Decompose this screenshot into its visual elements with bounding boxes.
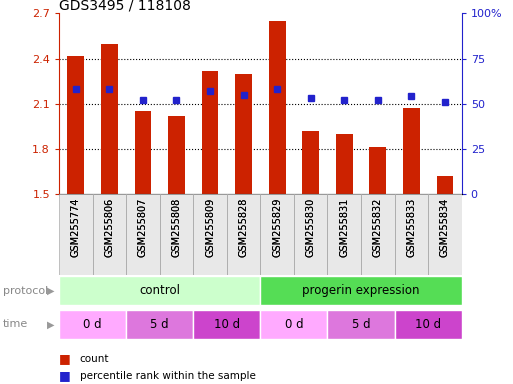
Text: GSM255830: GSM255830 — [306, 198, 315, 257]
Bar — [202, 71, 219, 194]
Text: GSM255831: GSM255831 — [339, 198, 349, 257]
Bar — [437, 176, 453, 194]
Text: GSM255831: GSM255831 — [339, 198, 349, 257]
FancyBboxPatch shape — [394, 310, 462, 339]
Text: GSM255829: GSM255829 — [272, 198, 282, 257]
Text: GSM255832: GSM255832 — [373, 198, 383, 257]
Text: GSM255807: GSM255807 — [138, 198, 148, 257]
Text: 10 d: 10 d — [415, 318, 441, 331]
FancyBboxPatch shape — [260, 276, 462, 305]
FancyBboxPatch shape — [193, 310, 260, 339]
FancyBboxPatch shape — [59, 310, 126, 339]
Text: ■: ■ — [59, 353, 71, 366]
Bar — [269, 21, 286, 194]
Text: GSM255834: GSM255834 — [440, 198, 450, 257]
Text: GSM255808: GSM255808 — [171, 198, 182, 257]
Text: protocol: protocol — [3, 286, 48, 296]
Text: GSM255806: GSM255806 — [104, 198, 114, 257]
FancyBboxPatch shape — [126, 310, 193, 339]
Text: GSM255809: GSM255809 — [205, 198, 215, 257]
Text: ▶: ▶ — [47, 319, 55, 329]
Bar — [168, 116, 185, 194]
Text: GSM255832: GSM255832 — [373, 198, 383, 257]
Text: 5 d: 5 d — [150, 318, 169, 331]
FancyBboxPatch shape — [59, 276, 260, 305]
Bar — [67, 56, 84, 194]
Text: GSM255833: GSM255833 — [406, 198, 417, 257]
Bar — [369, 147, 386, 194]
Bar — [134, 111, 151, 194]
Text: GSM255809: GSM255809 — [205, 198, 215, 257]
FancyBboxPatch shape — [59, 194, 462, 275]
Text: GSM255833: GSM255833 — [406, 198, 417, 257]
Text: control: control — [139, 285, 180, 297]
Text: ▶: ▶ — [47, 286, 55, 296]
Text: GSM255828: GSM255828 — [239, 198, 249, 257]
FancyBboxPatch shape — [260, 310, 327, 339]
Text: 10 d: 10 d — [214, 318, 240, 331]
Text: progerin expression: progerin expression — [302, 285, 420, 297]
Bar — [403, 108, 420, 194]
Text: GSM255834: GSM255834 — [440, 198, 450, 257]
FancyBboxPatch shape — [327, 310, 394, 339]
Text: GSM255828: GSM255828 — [239, 198, 249, 257]
Text: 5 d: 5 d — [352, 318, 370, 331]
Text: GSM255774: GSM255774 — [71, 198, 81, 257]
Text: 0 d: 0 d — [285, 318, 303, 331]
Text: percentile rank within the sample: percentile rank within the sample — [80, 371, 255, 381]
Bar — [302, 131, 319, 194]
Text: GSM255808: GSM255808 — [171, 198, 182, 257]
Text: GSM255829: GSM255829 — [272, 198, 282, 257]
Text: GSM255830: GSM255830 — [306, 198, 315, 257]
Bar — [235, 74, 252, 194]
Bar — [101, 43, 117, 194]
Text: count: count — [80, 354, 109, 364]
Text: ■: ■ — [59, 369, 71, 382]
Text: GSM255774: GSM255774 — [71, 198, 81, 257]
Text: GSM255807: GSM255807 — [138, 198, 148, 257]
Text: 0 d: 0 d — [83, 318, 102, 331]
Bar — [336, 134, 352, 194]
Text: GSM255806: GSM255806 — [104, 198, 114, 257]
Text: GDS3495 / 118108: GDS3495 / 118108 — [59, 0, 191, 12]
Text: time: time — [3, 319, 28, 329]
